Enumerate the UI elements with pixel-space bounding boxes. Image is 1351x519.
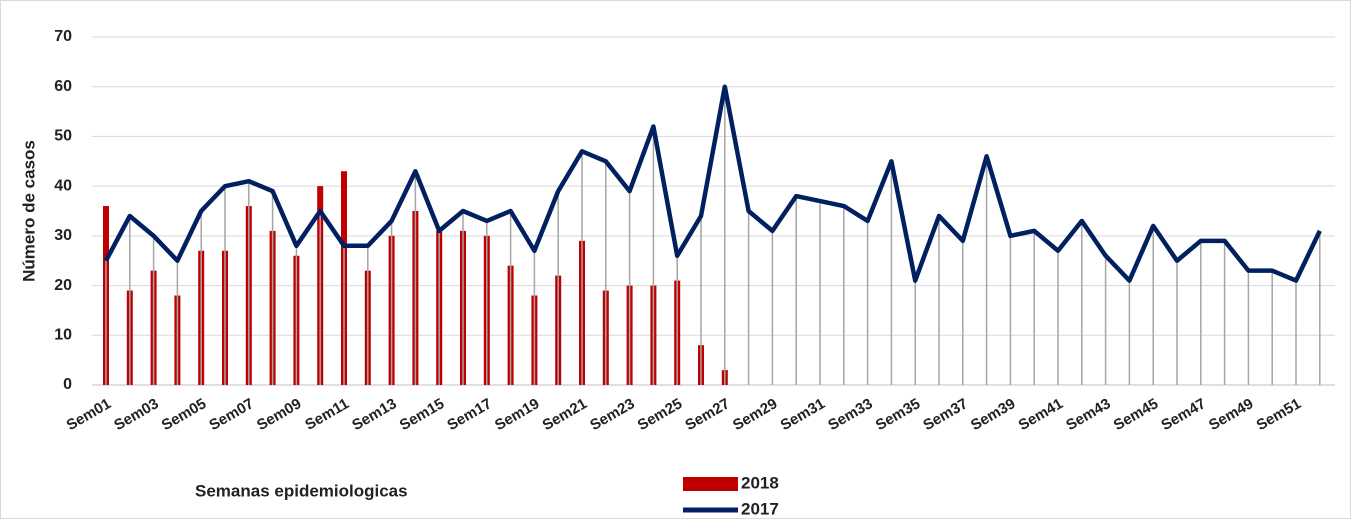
x-tick-label: Sem11 xyxy=(302,395,352,433)
y-tick-label: 10 xyxy=(54,327,72,344)
x-tick-label: Sem05 xyxy=(159,395,209,434)
x-tick-label: Sem51 xyxy=(1254,395,1304,434)
legend-label: 2018 xyxy=(741,473,779,492)
y-tick-label: 30 xyxy=(54,227,72,244)
x-tick-label: Sem15 xyxy=(397,395,447,434)
x-tick-label: Sem23 xyxy=(587,395,637,434)
x-tick-label: Sem21 xyxy=(540,395,590,434)
x-tick-label: Sem25 xyxy=(635,395,685,434)
x-tick-label: Sem29 xyxy=(730,395,780,434)
x-tick-label: Sem49 xyxy=(1206,395,1256,434)
x-tick-label: Sem07 xyxy=(206,395,256,434)
x-tick-label: Sem45 xyxy=(1111,395,1161,434)
y-tick-label: 60 xyxy=(54,78,72,95)
x-tick-label: Sem43 xyxy=(1063,395,1113,434)
x-tick-label: Sem03 xyxy=(111,395,161,434)
x-tick-label: Sem09 xyxy=(254,395,304,434)
x-tick-label: Sem33 xyxy=(825,395,875,434)
x-tick-label: Sem39 xyxy=(968,395,1018,434)
x-tick-label: Sem47 xyxy=(1158,395,1208,434)
legend-label: 2017 xyxy=(741,499,779,518)
y-tick-label: 70 xyxy=(54,28,72,45)
x-tick-label: Sem27 xyxy=(682,395,732,434)
x-tick-label: Sem13 xyxy=(349,395,399,434)
x-tick-label: Sem31 xyxy=(778,395,828,434)
y-axis-label: Número de casos xyxy=(19,140,38,282)
y-tick-label: 20 xyxy=(54,277,72,294)
x-tick-label: Sem35 xyxy=(873,395,923,434)
x-axis-label: Semanas epidemiologicas xyxy=(195,481,408,500)
x-tick-label: Sem19 xyxy=(492,395,542,434)
x-tick-label: Sem01 xyxy=(64,395,114,434)
line-series xyxy=(104,84,1322,283)
y-tick-label: 50 xyxy=(54,128,72,145)
x-tick-label: Sem37 xyxy=(920,395,970,434)
y-tick-label: 40 xyxy=(54,177,72,194)
x-tick-label: Sem17 xyxy=(444,395,494,434)
y-tick-label: 0 xyxy=(63,376,72,393)
legend-swatch xyxy=(683,477,738,491)
x-tick-label: Sem41 xyxy=(1016,395,1066,434)
